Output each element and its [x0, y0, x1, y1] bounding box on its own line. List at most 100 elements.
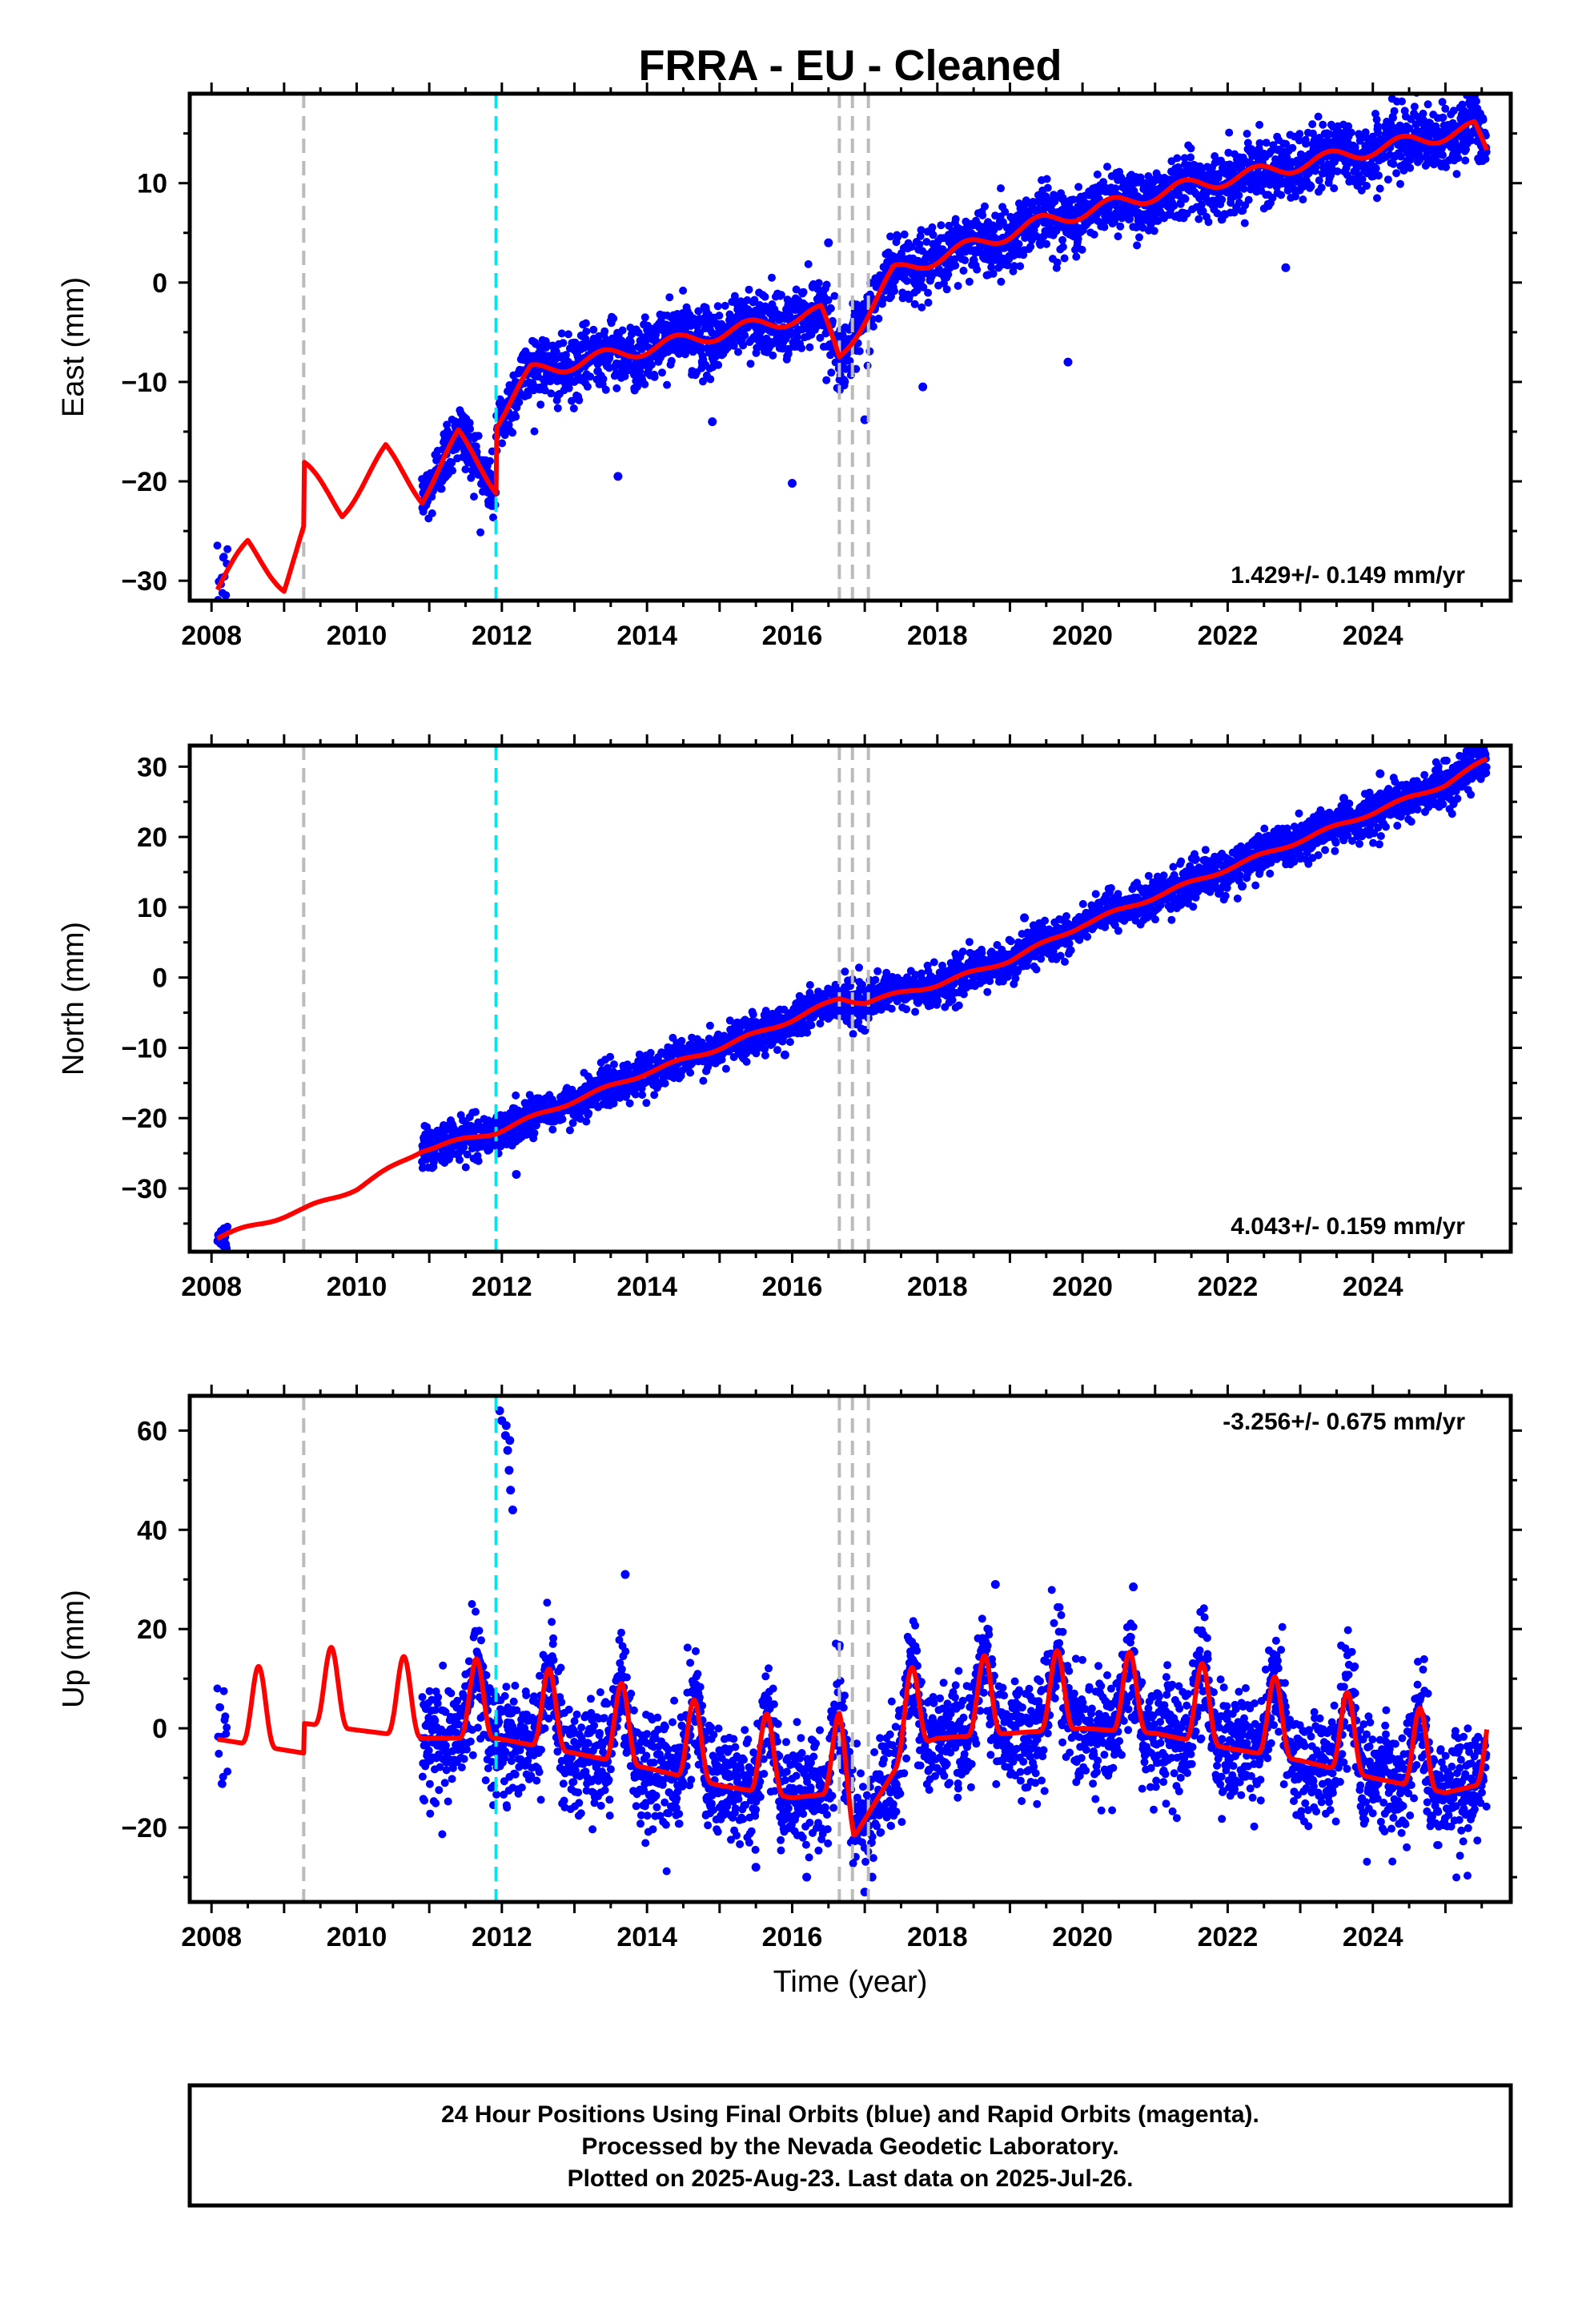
data-point: [1255, 120, 1264, 129]
data-point: [1072, 252, 1081, 261]
data-point: [512, 412, 520, 421]
data-point: [965, 277, 974, 286]
data-point: [930, 958, 938, 967]
data-point: [1472, 97, 1480, 106]
data-point: [706, 375, 715, 384]
data-point: [1173, 154, 1182, 163]
data-point: [907, 243, 916, 251]
data-point: [568, 396, 576, 405]
data-point: [741, 331, 749, 340]
y-tick-label: −20: [121, 467, 167, 497]
panel-north: 2008 2010 2012 2014 2016 2018 2020 2022 2024−30−…: [57, 734, 1522, 1302]
data-point: [589, 325, 598, 334]
data-point: [987, 263, 996, 271]
data-point: [219, 553, 228, 561]
data-point: [902, 276, 911, 285]
data-point: [1032, 220, 1041, 229]
data-point: [222, 591, 231, 600]
data-point: [1309, 129, 1317, 138]
data-point: [486, 456, 494, 465]
data-point: [1333, 167, 1342, 175]
data-point: [997, 277, 1006, 286]
data-point: [1060, 254, 1069, 263]
data-point: [814, 279, 823, 287]
data-point: [584, 1109, 593, 1118]
data-point: [467, 473, 476, 482]
data-point: [874, 314, 883, 323]
outlier-point: [613, 472, 623, 481]
data-point: [924, 298, 933, 307]
data-point: [1186, 144, 1195, 153]
data-point: [633, 383, 641, 391]
data-point: [1116, 222, 1125, 231]
data-point: [658, 368, 666, 377]
data-point: [1423, 100, 1432, 109]
data-point: [997, 184, 1005, 193]
data-point: [443, 420, 452, 429]
data-point: [1111, 184, 1120, 193]
data-point: [581, 319, 590, 328]
data-point: [552, 348, 560, 356]
data-point: [973, 265, 982, 274]
data-point: [1317, 183, 1326, 192]
data-point: [950, 255, 959, 263]
data-point: [638, 1091, 647, 1100]
data-point: [887, 1004, 896, 1013]
data-point: [745, 285, 753, 294]
x-tick-label: 2018: [907, 621, 968, 651]
data-point: [804, 259, 813, 268]
data-point: [1295, 130, 1304, 139]
data-point: [879, 295, 888, 304]
data-point: [978, 211, 987, 219]
data-point: [583, 382, 592, 391]
data-point: [650, 372, 659, 381]
data-point: [951, 215, 960, 223]
data-point: [1078, 245, 1086, 254]
data-point: [749, 1010, 757, 1019]
data-point: [1181, 195, 1190, 203]
data-point: [626, 337, 635, 346]
data-point: [610, 1060, 618, 1069]
data-point: [929, 231, 938, 239]
data-point: [807, 1021, 816, 1030]
data-point: [1389, 159, 1398, 168]
data-point: [218, 1256, 226, 1265]
data-point: [919, 283, 928, 292]
y-tick-label: −30: [121, 566, 167, 597]
data-point: [646, 1048, 655, 1057]
data-point: [564, 330, 572, 339]
data-point: [1308, 120, 1317, 129]
data-point: [922, 238, 931, 246]
data-point: [1150, 227, 1158, 235]
data-point: [750, 296, 759, 304]
data-point: [713, 302, 722, 311]
data-point: [679, 286, 688, 295]
data-point: [461, 1163, 470, 1172]
data-point: [699, 377, 707, 386]
data-point: [849, 1030, 857, 1039]
data-point: [697, 343, 705, 352]
data-point: [642, 1099, 651, 1108]
data-point: [465, 419, 474, 427]
data-point: [890, 287, 898, 296]
data-point: [1026, 242, 1035, 251]
data-point: [1288, 143, 1297, 152]
data-point: [569, 404, 578, 412]
data-point: [1389, 114, 1397, 123]
data-point: [1176, 199, 1185, 208]
data-point: [1330, 184, 1339, 193]
data-point: [1262, 139, 1271, 147]
data-point: [223, 1222, 232, 1231]
data-point: [742, 1057, 751, 1066]
data-point: [699, 1076, 708, 1085]
data-point: [1277, 191, 1286, 199]
data-point: [725, 310, 734, 319]
data-point: [652, 330, 661, 339]
data-point: [686, 1068, 695, 1077]
data-point: [1170, 202, 1178, 210]
y-axis-label: East (mm): [57, 277, 90, 417]
data-point: [612, 384, 621, 392]
data-point: [805, 981, 814, 989]
data-point: [746, 360, 755, 368]
data-point: [827, 368, 836, 377]
